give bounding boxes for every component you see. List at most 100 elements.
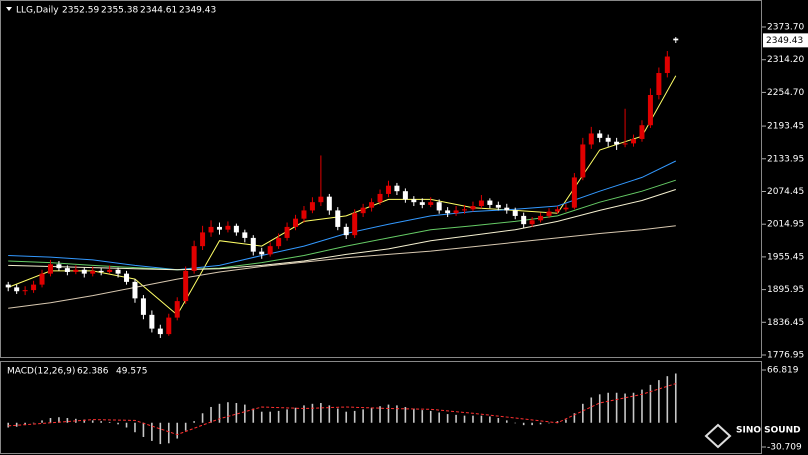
candle-body <box>233 225 239 233</box>
candle-body <box>174 301 180 318</box>
macd-bar <box>32 422 35 424</box>
candle-body <box>597 133 603 138</box>
candle-body <box>90 270 96 274</box>
candle-body <box>225 225 231 230</box>
y-tick-label: 2074.45 <box>767 187 804 197</box>
candle-body <box>267 246 273 255</box>
candle-body <box>385 185 391 194</box>
macd-bar <box>573 413 576 423</box>
logo-icon <box>704 423 732 449</box>
candle-body <box>571 177 577 208</box>
macd-bar <box>370 407 373 423</box>
macd-bar <box>641 389 643 423</box>
open-value: 2352.59 <box>62 6 99 16</box>
candle-body <box>673 38 679 41</box>
macd-bar <box>58 417 60 423</box>
candle-body <box>132 281 138 299</box>
candle-body <box>5 284 11 288</box>
macd-bar <box>480 415 483 423</box>
candle-body <box>360 207 366 214</box>
macd-bar <box>607 392 609 423</box>
candle-body <box>377 193 383 203</box>
current-price-box <box>763 33 808 48</box>
macd-bar <box>674 373 677 423</box>
candle-body <box>115 269 121 274</box>
macd-bar <box>125 422 128 428</box>
macd-bar <box>598 394 601 423</box>
macd-bar <box>345 411 348 423</box>
candle-body <box>495 204 501 208</box>
macd-bar <box>108 421 111 423</box>
candle-body <box>631 138 637 144</box>
macd-bar <box>666 376 669 423</box>
macd-bar <box>252 408 255 423</box>
candle-body <box>56 264 62 269</box>
price-pane-frame <box>0 0 762 358</box>
macd-bar <box>438 412 440 423</box>
candle-body <box>318 196 324 203</box>
current-price-label: 2349.43 <box>766 36 803 46</box>
candle-body <box>216 226 222 230</box>
macd-bar <box>41 420 43 423</box>
y-tick-label: 2314.20 <box>767 55 804 65</box>
macd-bar <box>303 405 305 423</box>
candle-body <box>529 220 535 225</box>
macd-bar <box>514 422 517 424</box>
candle-body <box>614 141 620 145</box>
macd-pane-frame <box>0 361 762 454</box>
candle-body <box>326 196 332 211</box>
candle-body <box>647 94 653 126</box>
macd-bar <box>227 402 229 423</box>
candle-body <box>107 269 113 272</box>
candle-body <box>580 144 586 178</box>
candle-body <box>39 273 45 285</box>
candle-body <box>554 209 560 212</box>
macd-bar <box>404 406 407 423</box>
candle-body <box>301 210 307 219</box>
macd-bar <box>210 406 212 423</box>
macd-bar <box>151 422 153 441</box>
chart-title: LLG,Daily <box>16 6 59 16</box>
candle-body <box>478 200 484 207</box>
candle-body <box>64 268 70 272</box>
macd-bar <box>497 418 500 423</box>
candle-body <box>664 56 670 74</box>
macd-bar <box>615 392 618 423</box>
macd-bar <box>184 422 187 431</box>
candle-body <box>124 273 130 282</box>
macd-bar <box>590 397 593 423</box>
macd-bar <box>421 410 424 423</box>
macd-bar <box>294 407 297 423</box>
macd-bar <box>336 408 339 423</box>
candle-body <box>47 264 53 274</box>
candle-body <box>402 191 408 200</box>
macd-bar <box>193 421 195 423</box>
signal-line <box>8 383 676 436</box>
macd-bar <box>632 392 635 423</box>
candle-body <box>436 202 442 211</box>
candle-body <box>343 226 349 236</box>
macd-title: MACD(12,26,9) <box>7 367 75 377</box>
candle-body <box>622 143 628 145</box>
y-tick-label: 2014.95 <box>767 220 804 230</box>
candle-body <box>411 199 417 203</box>
y-tick-label: 2254.70 <box>767 88 804 98</box>
macd-bar <box>244 404 246 423</box>
macd-bar <box>429 410 432 423</box>
candle-body <box>22 290 28 292</box>
macd-bar <box>66 418 69 423</box>
macd-bar <box>49 418 52 423</box>
candle-body <box>335 210 341 227</box>
macd-bar <box>539 422 542 425</box>
candle-body <box>419 202 425 205</box>
y-tick-label: -30.709 <box>767 443 802 453</box>
macd-bar <box>218 403 221 423</box>
y-tick-label: 2373.70 <box>767 23 804 33</box>
candle-body <box>242 232 248 238</box>
high-value: 2355.38 <box>101 6 138 16</box>
candle-body <box>538 215 544 221</box>
macd-bar <box>201 413 204 423</box>
candle-body <box>250 237 256 252</box>
menu-triangle <box>6 7 12 11</box>
